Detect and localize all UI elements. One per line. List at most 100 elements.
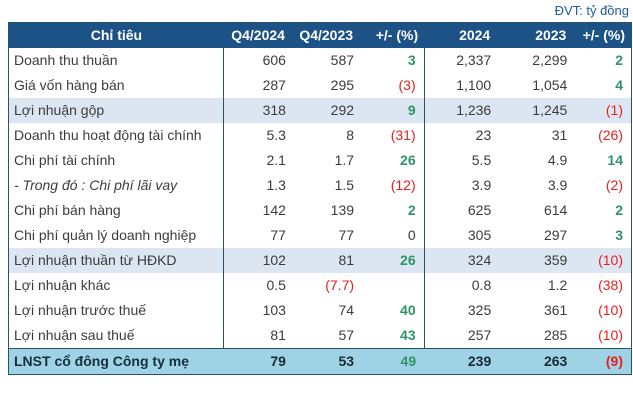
cell-value: 2,299 [532, 51, 568, 68]
cell-value: 239 [424, 347, 497, 374]
financial-table: Chỉ tiêu Q4/2024 Q4/2023 +/- (%) 2024 2023 +/-… [8, 22, 632, 375]
cell-value: 2 [615, 201, 623, 218]
cell-value: 139 [330, 201, 355, 218]
cell-value: 14 [607, 151, 623, 168]
column-header: Chỉ tiêu [8, 22, 224, 48]
cell-value: 3 [359, 47, 425, 73]
cell-value: 1,236 [456, 101, 492, 118]
cell-value: 3 [615, 226, 623, 243]
row-label: Giá vốn hàng bán [8, 72, 225, 98]
row-label: Chi phí bán hàng [8, 197, 225, 223]
cell-value: 3.9 [471, 176, 492, 193]
row-label: Lợi nhuận khác [8, 272, 225, 298]
cell-value: 1,245 [532, 101, 568, 118]
row-label: Lợi nhuận gộp [8, 97, 225, 123]
cell-value: 74 [338, 301, 355, 318]
cell-value: 79 [223, 347, 291, 374]
row-label: Doanh thu thuần [8, 47, 225, 73]
cell-value: (10) [598, 301, 623, 318]
table-row: Doanh thu hoạt động tài chính 5.3 8 (31) 23 3… [8, 122, 632, 148]
cell-value: (7.7) [325, 276, 355, 293]
cell-value: 614 [543, 201, 568, 218]
cell-value: (2) [605, 176, 623, 193]
cell-value: 587 [330, 51, 355, 68]
cell-value: 1.3 [266, 176, 286, 193]
cell-value: 1.2 [547, 276, 568, 293]
cell-value: 2.1 [266, 151, 286, 168]
cell-value: 4 [615, 76, 623, 93]
cell-value: 142 [262, 201, 286, 218]
cell-value: 9 [359, 97, 425, 123]
cell-value: 77 [338, 226, 355, 243]
cell-value: 625 [467, 201, 492, 218]
cell-value: 40 [359, 297, 425, 323]
header-row: Chỉ tiêu Q4/2024 Q4/2023 +/- (%) 2024 2023 +/-… [8, 22, 632, 48]
cell-value: 8 [346, 126, 355, 143]
cell-value: 31 [551, 126, 568, 143]
table-row: Chi phí tài chính 2.1 1.7 26 5.5 4.9 14 [8, 147, 632, 173]
table-row: Doanh thu thuần 606 587 3 2,337 2,299 2 [8, 47, 632, 73]
cell-value: 102 [262, 251, 286, 268]
column-header: Q4/2023 [290, 22, 360, 48]
table-body: Doanh thu thuần 606 587 3 2,337 2,299 2 Giá vốn… [8, 47, 632, 374]
cell-value: (9) [572, 347, 632, 374]
cell-value: 297 [543, 226, 568, 243]
cell-value: 257 [467, 326, 492, 343]
cell-value: 23 [475, 126, 492, 143]
table-row: LNST cổ đông Công ty mẹ 79 53 49 239 263 (9) [8, 347, 632, 374]
cell-value: 2 [359, 197, 425, 223]
cell-value: 0 [359, 222, 425, 248]
row-label: Lợi nhuận thuần từ HĐKD [8, 247, 225, 273]
cell-value: 26 [359, 247, 425, 273]
table-row: Lợi nhuận khác 0.5 (7.7) 0.8 1.2 (38) [8, 272, 632, 298]
cell-value: 5.3 [266, 126, 286, 143]
row-label: Doanh thu hoạt động tài chính [8, 122, 225, 148]
cell-value: 103 [262, 301, 286, 318]
column-header: +/- (%) [359, 22, 425, 48]
cell-value: 26 [359, 147, 425, 173]
cell-value: (10) [598, 251, 623, 268]
cell-value: 325 [467, 301, 492, 318]
row-label: - Trong đó : Chi phí lãi vay [8, 172, 225, 198]
table-row: Lợi nhuận sau thuế 81 57 43 257 285 (10) [8, 322, 632, 348]
cell-value: 1,054 [532, 76, 568, 93]
cell-value: 361 [543, 301, 568, 318]
cell-value: 359 [543, 251, 568, 268]
cell-value: 49 [359, 347, 425, 374]
cell-value: 2 [615, 51, 623, 68]
cell-value: 4.9 [547, 151, 568, 168]
row-label: Chi phí quản lý doanh nghiệp [8, 222, 225, 248]
table-row: Lợi nhuận gộp 318 292 9 1,236 1,245 (1) [8, 97, 632, 123]
cell-value: 53 [290, 347, 360, 374]
cell-value: 77 [270, 226, 286, 243]
table-row: Lợi nhuận trước thuế 103 74 40 325 361 (10) [8, 297, 632, 323]
cell-value: (26) [598, 126, 623, 143]
cell-value: 606 [262, 51, 286, 68]
cell-value: 263 [496, 347, 573, 374]
row-label: Lợi nhuận trước thuế [8, 297, 225, 323]
table-row: Giá vốn hàng bán 287 295 (3) 1,100 1,054 4 [8, 72, 632, 98]
cell-value: 5.5 [471, 151, 492, 168]
cell-value: (10) [598, 326, 623, 343]
cell-value: 287 [262, 76, 286, 93]
column-header: 2023 [496, 22, 573, 48]
unit-label: ĐVT: tỷ đồng [554, 3, 629, 18]
cell-value: 0.8 [471, 276, 492, 293]
cell-value: 81 [270, 326, 286, 343]
cell-value: 295 [330, 76, 355, 93]
cell-value: 318 [262, 101, 286, 118]
cell-value: 0.5 [266, 276, 286, 293]
cell-value: (1) [605, 101, 623, 118]
row-label: Lợi nhuận sau thuế [8, 322, 225, 348]
cell-value: 43 [359, 322, 425, 348]
row-label: Chi phí tài chính [8, 147, 225, 173]
cell-value: 292 [330, 101, 355, 118]
column-header: +/- (%) [572, 22, 632, 48]
table-row: Chi phí quản lý doanh nghiệp 77 77 0 305 297 3 [8, 222, 632, 248]
table-row: - Trong đó : Chi phí lãi vay 1.3 1.5 (12) 3.… [8, 172, 632, 198]
cell-value: (38) [598, 276, 623, 293]
cell-value: 3.9 [547, 176, 568, 193]
cell-value: (31) [359, 122, 425, 148]
cell-value: 81 [338, 251, 355, 268]
cell-value: 2,337 [456, 51, 492, 68]
